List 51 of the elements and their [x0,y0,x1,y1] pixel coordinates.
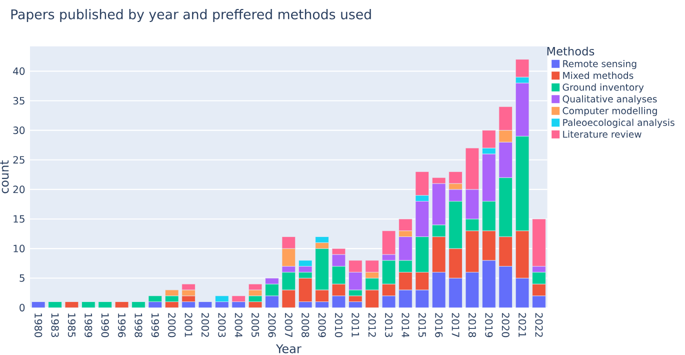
x-tick-label: 2018 [468,313,476,338]
x-tick-label: 2008 [302,313,310,338]
x-tick-label: 2010 [334,313,343,338]
y-tick-label: 10 [14,244,25,252]
x-tick-label: 2003 [218,313,226,338]
y-tick-label: 15 [14,215,24,223]
x-tick-label: 2016 [435,313,443,338]
y-tick-label: 25 [13,156,24,164]
x-tick-label: 2007 [284,313,292,337]
x-tick-label: 2017 [452,313,460,337]
x-tick-label: 2014 [402,313,410,338]
x-axis-title: Year [276,344,302,354]
y-tick-label: 30 [13,126,25,134]
legend-label: Mixed methods [563,72,634,79]
legend-label: Qualitative analyses [562,95,657,104]
x-tick-label: 2000 [168,313,176,338]
x-tick-label: 2005 [252,313,260,337]
x-tick-label: 2022 [535,313,543,337]
x-tick-label: 1980 [34,313,42,338]
x-tick-label: 1990 [101,313,109,338]
x-tick-label: 2015 [418,313,426,337]
y-tick-label: 40 [13,67,25,75]
x-tick-label: 1996 [118,313,126,338]
x-tick-label: 1999 [151,313,159,338]
y-tick-label: 5 [20,274,24,282]
y-tick-label: 20 [13,186,25,194]
legend-label: Computer modelling [562,107,657,116]
x-tick-label: 2012 [368,313,376,337]
x-tick-label: 1983 [51,313,59,338]
x-tick-label: 2020 [502,313,510,338]
x-tick-label: 2011 [352,313,360,337]
chart-title: Papers published by year and preffered methods used [11,9,371,22]
x-tick-label: 2006 [268,313,276,338]
x-tick-label: 2021 [518,313,526,337]
x-tick-label: 1998 [134,313,142,338]
y-tick-label: 0 [20,304,25,312]
y-axis-title: count [0,160,9,194]
x-tick-label: 2009 [318,313,326,338]
legend-label: Remote sensing [563,60,636,70]
x-tick-label: 2004 [234,313,242,338]
x-tick-label: 2019 [485,313,493,338]
x-tick-label: 2002 [201,313,210,337]
legend-label: Literature review [563,130,642,138]
legend-label: Ground inventory [562,84,644,93]
x-tick-label: 2001 [184,313,192,337]
y-tick-label: 35 [13,96,24,105]
x-tick-label: 1985 [68,313,76,337]
legend-label: Paleoecological analysis [563,118,674,128]
x-tick-label: 1989 [84,313,92,338]
x-tick-label: 2013 [385,313,393,338]
legend-title: Methods [547,46,594,56]
